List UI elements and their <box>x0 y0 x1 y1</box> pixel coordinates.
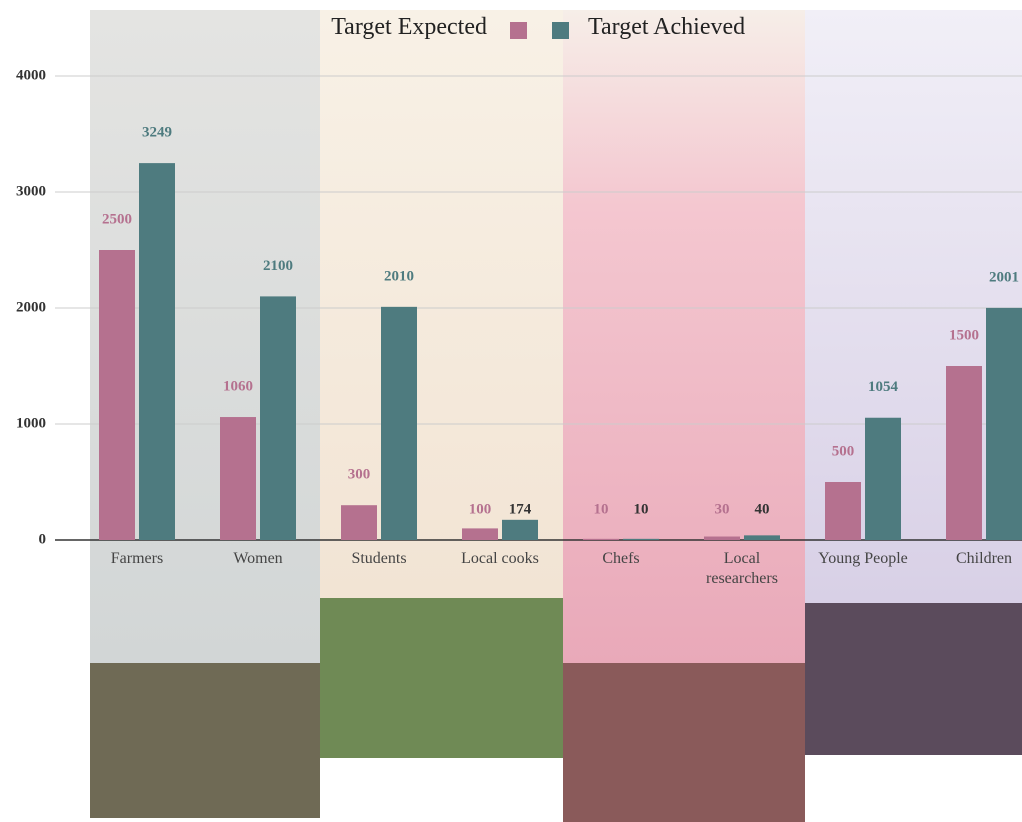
bar <box>865 418 901 540</box>
bar <box>260 296 296 540</box>
value-label: 2010 <box>384 268 414 284</box>
bar <box>825 482 861 540</box>
value-label: 500 <box>832 443 855 459</box>
y-tick-label: 1000 <box>16 415 46 431</box>
value-label: 30 <box>715 501 730 517</box>
x-tick-label: Chefs <box>569 549 674 569</box>
bar <box>986 308 1022 540</box>
bar <box>139 163 175 540</box>
legend-swatch <box>510 22 527 39</box>
bar <box>381 307 417 540</box>
bar <box>704 537 740 540</box>
value-label: 300 <box>348 467 371 483</box>
value-label: 174 <box>509 501 532 517</box>
photo <box>563 663 805 822</box>
bar <box>341 505 377 540</box>
x-tick-label: Young People <box>811 549 916 569</box>
x-tick-label: Farmers <box>85 549 190 569</box>
photo <box>90 663 320 818</box>
bar <box>946 366 982 540</box>
legend-label: Target Expected <box>331 14 487 41</box>
x-tick-label: Children <box>932 549 1022 569</box>
value-label: 1054 <box>868 379 899 395</box>
x-tick-label: Local cooks <box>448 549 553 569</box>
photo <box>320 598 563 758</box>
bar <box>623 539 659 540</box>
value-label: 1500 <box>949 327 979 343</box>
page: 0 1000 2000 3000 4000 2500 3249 1060 2100 300 2010… <box>0 0 1022 822</box>
bar <box>462 528 498 540</box>
chart: 0 1000 2000 3000 4000 2500 3249 1060 2100 300 2010… <box>0 0 1022 822</box>
x-tick-label: Local researchers <box>690 549 795 589</box>
x-tick-label: Women <box>206 549 311 569</box>
bar <box>744 535 780 540</box>
value-label: 10 <box>594 501 609 517</box>
photo <box>805 603 1022 755</box>
legend-label: Target Achieved <box>588 14 745 41</box>
value-label: 3249 <box>142 125 172 141</box>
x-tick-label: Students <box>327 549 432 569</box>
y-tick-label: 3000 <box>16 183 46 199</box>
legend-swatch <box>552 22 569 39</box>
value-label: 10 <box>634 501 649 517</box>
bar <box>99 250 135 540</box>
value-label: 2100 <box>263 258 293 274</box>
bar <box>583 539 619 540</box>
y-tick-label: 0 <box>39 531 47 547</box>
y-tick-label: 4000 <box>16 67 46 83</box>
y-tick-label: 2000 <box>16 299 46 315</box>
value-label: 40 <box>755 501 770 517</box>
bar <box>220 417 256 540</box>
value-label: 2001 <box>989 269 1019 285</box>
value-label: 1060 <box>223 378 253 394</box>
bar <box>502 520 538 540</box>
value-label: 2500 <box>102 211 132 227</box>
value-label: 100 <box>469 501 492 517</box>
